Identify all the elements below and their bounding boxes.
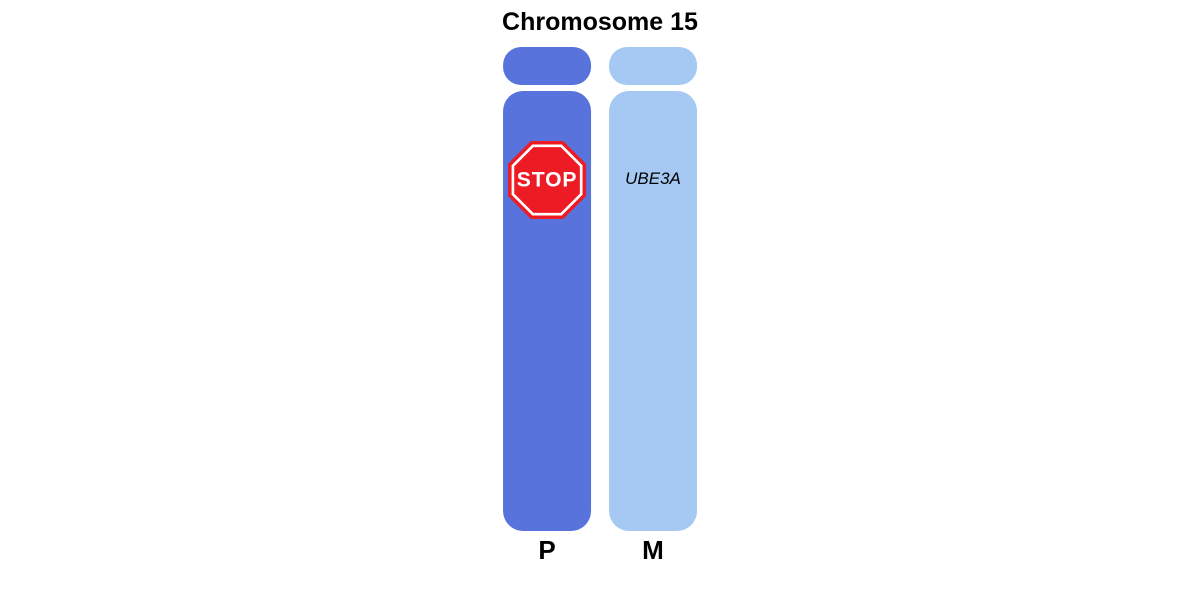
maternal-short-arm	[609, 47, 697, 85]
stop-icon: STOP	[503, 136, 591, 224]
paternal-label: P	[538, 535, 555, 566]
maternal-label: M	[642, 535, 664, 566]
chromosome-pair: STOP P UBE3A M	[503, 47, 697, 566]
paternal-long-arm: STOP	[503, 91, 591, 531]
paternal-short-arm	[503, 47, 591, 85]
stop-text: STOP	[517, 169, 578, 192]
chromosome-diagram: Chromosome 15 STOP P UBE3A M	[502, 8, 698, 566]
maternal-chromosome: UBE3A M	[609, 47, 697, 566]
paternal-chromosome: STOP P	[503, 47, 591, 566]
gene-label: UBE3A	[625, 169, 681, 189]
maternal-long-arm: UBE3A	[609, 91, 697, 531]
diagram-title: Chromosome 15	[502, 8, 698, 37]
